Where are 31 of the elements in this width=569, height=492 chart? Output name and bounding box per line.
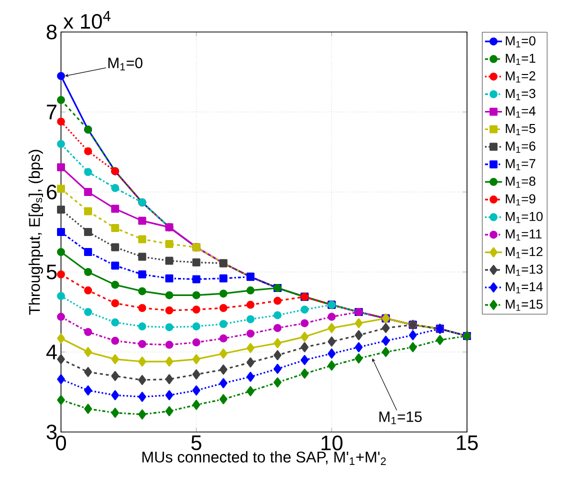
legend-label: M$_{1}$=11 bbox=[506, 230, 542, 241]
x-tick-label: 10 bbox=[322, 436, 342, 450]
legend-label: M$_{1}$=15 bbox=[506, 300, 543, 311]
legend-label: M$_{1}$=10 bbox=[506, 212, 543, 224]
legend-label: M$_{1}$=8 bbox=[506, 176, 536, 188]
legend-label: M$_{1}$=5 bbox=[506, 124, 536, 136]
y-tick-label: 7 bbox=[46, 104, 56, 120]
annotation: M$_{1}$=0 bbox=[108, 58, 142, 70]
x-tick-label: 15 bbox=[456, 436, 478, 450]
legend-label: M$_{1}$=0 bbox=[506, 36, 536, 48]
y-tick-label: 4 bbox=[46, 344, 57, 360]
legend-label: M$_{1}$=14 bbox=[506, 282, 543, 294]
legend-label: M$_{1}$=2 bbox=[506, 71, 536, 82]
y-axis-title: Throughput, E[φ$_{s}$], (bps) bbox=[28, 150, 44, 315]
legend-label: M$_{1}$=1 bbox=[506, 54, 536, 65]
y-tick-label: 6 bbox=[46, 184, 57, 200]
text: x 10$^{4}$ bbox=[63, 11, 110, 29]
x-axis-title: MUs connected to the SAP, M'$_{1}$+M'$_{2}$ bbox=[142, 451, 386, 465]
legend-label: M$_{1}$=4 bbox=[506, 106, 536, 118]
legend-label: M$_{1}$=3 bbox=[506, 88, 536, 100]
annotation: M$_{1}$=15 bbox=[379, 412, 422, 424]
x-tick-label: 5 bbox=[191, 436, 202, 450]
legend-label: M$_{1}$=12 bbox=[506, 246, 542, 258]
legend-label: M$_{1}$=7 bbox=[506, 159, 536, 170]
y-tick-label: 5 bbox=[46, 264, 57, 280]
y-tick-label: 8 bbox=[46, 24, 57, 40]
y-tick-label: 3 bbox=[46, 424, 57, 440]
legend-label: M$_{1}$=9 bbox=[506, 194, 536, 206]
legend-label: M$_{1}$=13 bbox=[506, 264, 543, 276]
legend-label: M$_{1}$=6 bbox=[506, 142, 536, 153]
x-tick-label: 0 bbox=[56, 436, 66, 450]
